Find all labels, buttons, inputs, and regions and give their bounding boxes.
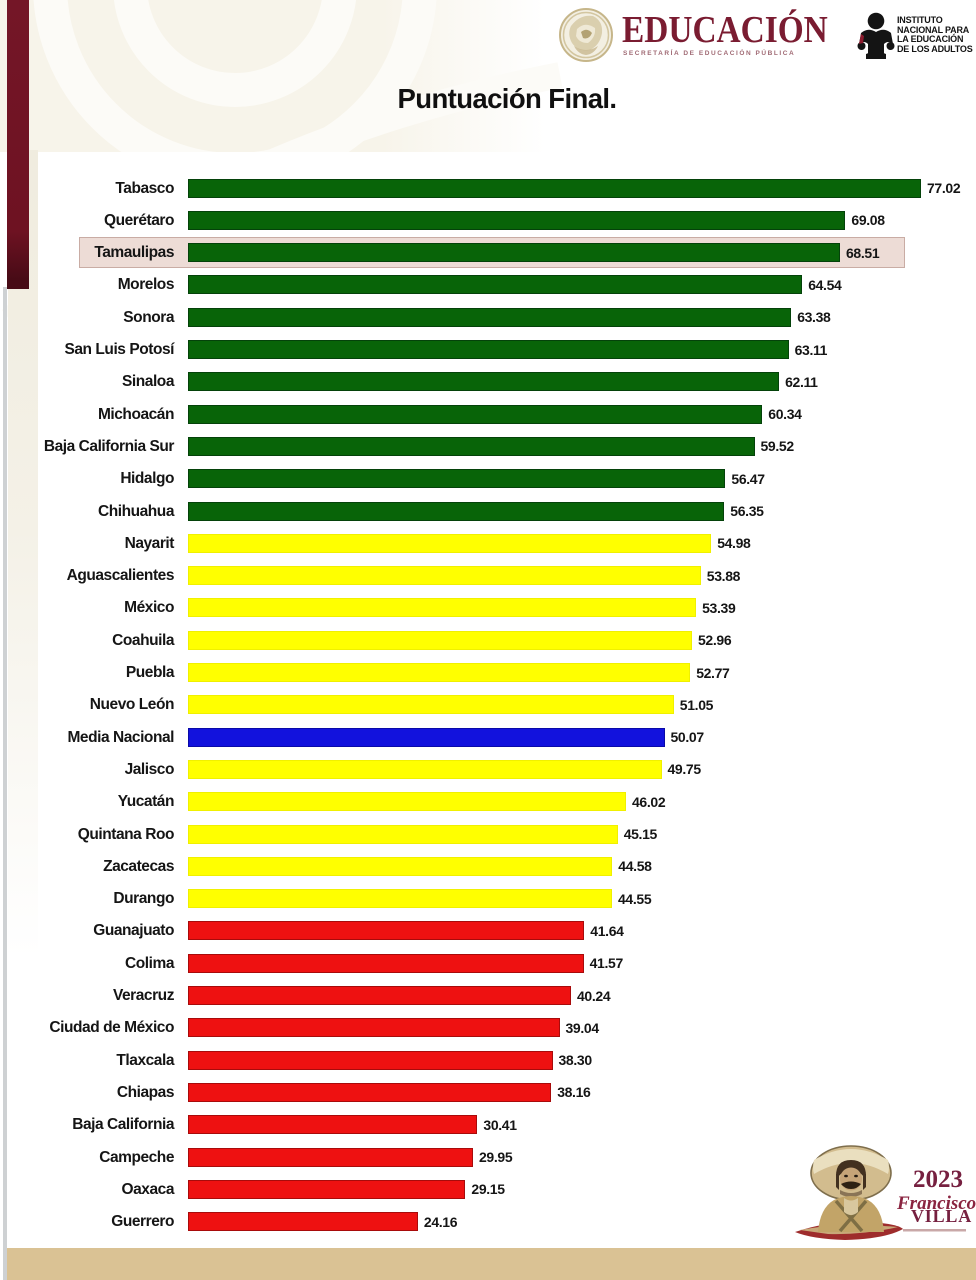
svg-text:Francisco: Francisco (896, 1193, 976, 1214)
svg-text:2023: 2023 (913, 1166, 963, 1193)
svg-text:VILLA: VILLA (911, 1206, 972, 1226)
